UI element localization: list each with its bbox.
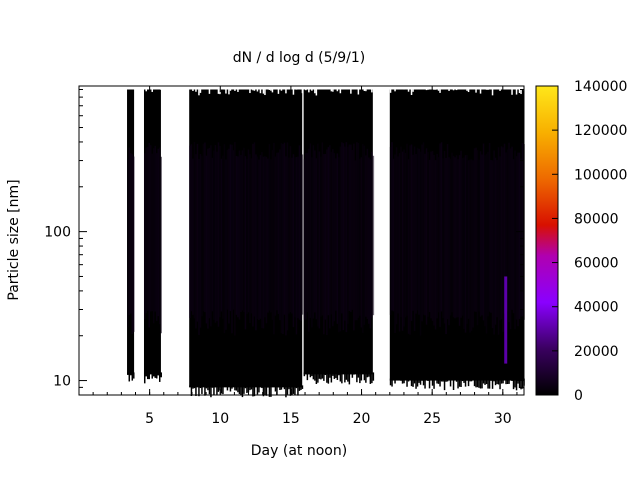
- data-block: [303, 89, 375, 385]
- x-tick-label: 10: [211, 411, 229, 427]
- plot-frame: [78, 85, 525, 396]
- x-axis-label: Day (at noon): [251, 443, 347, 459]
- y-tick-label: 100: [44, 225, 71, 241]
- x-tick-label: 20: [353, 411, 371, 427]
- y-tick-label: 10: [53, 374, 71, 390]
- colorbar-gradient: [535, 85, 559, 396]
- colorbar-tick-label: 80000: [574, 211, 619, 227]
- colorbar-tick-label: 120000: [574, 123, 627, 139]
- colorbar: 0 20000 40000 60000 80000 100000 120000 140000: [535, 79, 627, 404]
- data-block: [189, 89, 304, 398]
- x-tick-label: 25: [423, 411, 441, 427]
- data-block: [389, 89, 525, 391]
- colorbar-tick-label: 0: [574, 388, 583, 404]
- plot-area: 5 10 15 20 25 30 10 100: [44, 85, 525, 427]
- x-tick-label: 15: [282, 411, 300, 427]
- y-axis-label: Particle size [nm]: [6, 179, 22, 300]
- x-tick-label: 30: [494, 411, 512, 427]
- x-tick-label: 5: [145, 411, 154, 427]
- data-block: [143, 89, 162, 384]
- colorbar-tick-label: 140000: [574, 79, 627, 95]
- colorbar-tick-label: 100000: [574, 167, 627, 183]
- colorbar-tick-label: 20000: [574, 344, 619, 360]
- chart-title: dN / d log d (5/9/1): [233, 50, 366, 66]
- colorbar-tick-label: 60000: [574, 256, 619, 272]
- peak-streak: [504, 276, 508, 364]
- colorbar-tick-label: 40000: [574, 300, 619, 316]
- data-block: [127, 89, 135, 382]
